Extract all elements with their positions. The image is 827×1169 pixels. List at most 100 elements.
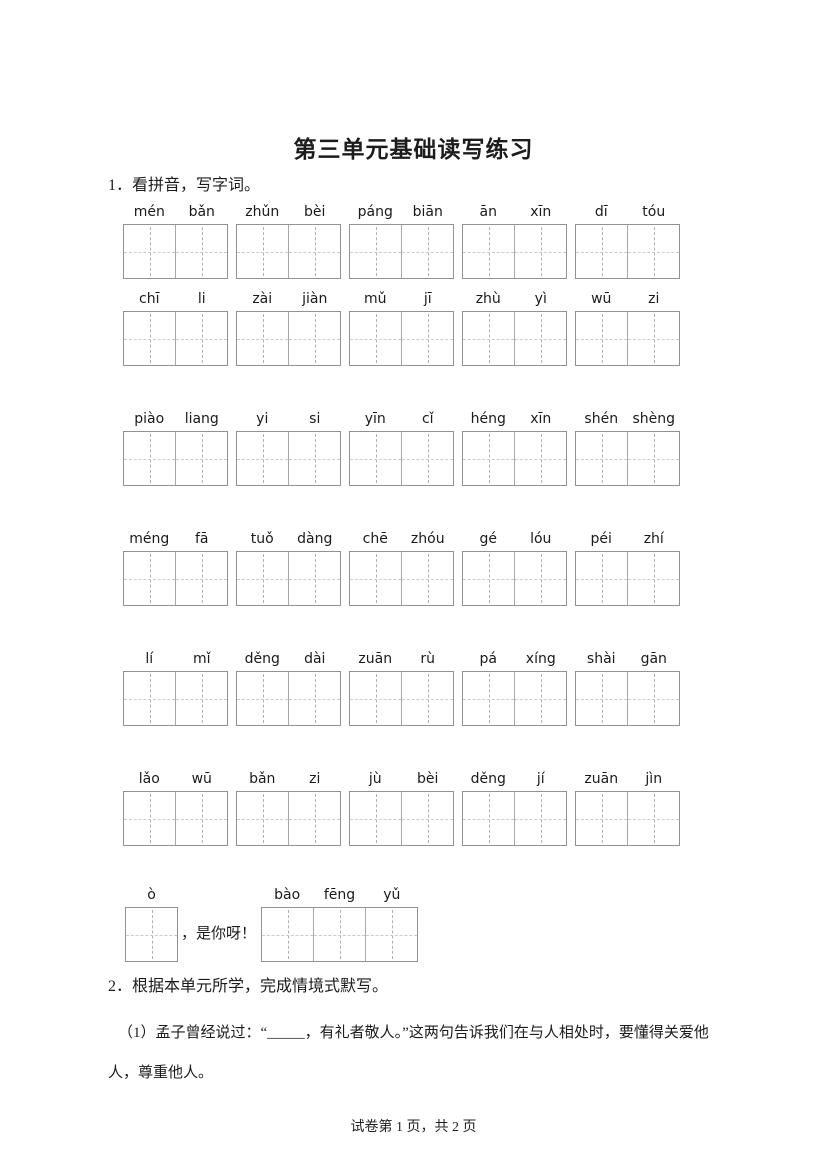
character-cell xyxy=(175,225,227,278)
pinyin-labels: yīn cǐ xyxy=(349,410,454,428)
pinyin-label: shén xyxy=(584,411,619,427)
pinyin-label: jù xyxy=(368,771,382,787)
writing-grid xyxy=(349,791,454,846)
pinyin-label: zhóu xyxy=(410,531,445,547)
pinyin-label: tóu xyxy=(642,204,666,220)
character-cell xyxy=(401,312,453,365)
character-cell xyxy=(175,312,227,365)
pinyin-label: pá xyxy=(479,651,497,667)
character-cell xyxy=(350,672,401,725)
writing-grid xyxy=(236,671,341,726)
pinyin-labels: jù bèi xyxy=(349,770,454,788)
writing-grid xyxy=(462,791,567,846)
writing-grid xyxy=(236,791,341,846)
writing-grid xyxy=(575,311,680,366)
character-cell xyxy=(124,552,175,605)
pinyin-label: zhǔn xyxy=(245,204,280,220)
character-cell xyxy=(288,225,340,278)
character-cell xyxy=(463,672,514,725)
word-group: tuǒ dàng xyxy=(236,530,341,606)
pinyin-labels: pá xíng xyxy=(462,650,567,668)
page-title: 第三单元基础读写练习 xyxy=(293,137,534,162)
pinyin-row: mén bǎn zhǔn bèi páng biān ān xīn dī tóu xyxy=(123,203,680,279)
word-group: zuān rù xyxy=(349,650,454,726)
character-cell xyxy=(576,432,627,485)
character-cell xyxy=(237,552,288,605)
writing-grid xyxy=(349,551,454,606)
pinyin-label: dàng xyxy=(297,531,333,547)
character-cell xyxy=(514,792,566,845)
writing-grid xyxy=(236,311,341,366)
word-group: děng dài xyxy=(236,650,341,726)
character-cell xyxy=(401,552,453,605)
writing-grid xyxy=(349,671,454,726)
character-cell xyxy=(350,225,401,278)
writing-grid xyxy=(123,431,228,486)
pinyin-label: gān xyxy=(640,651,667,667)
writing-grid xyxy=(123,671,228,726)
pinyin-label: chī xyxy=(139,291,160,307)
word-group: zhù yì xyxy=(462,290,567,366)
pinyin-label: ān xyxy=(479,204,497,220)
answer-blank: _____ xyxy=(267,1025,305,1041)
word-group: lí mǐ xyxy=(123,650,228,726)
pinyin-labels: shén shèng xyxy=(575,410,680,428)
character-cell xyxy=(237,792,288,845)
pinyin-label: mǐ xyxy=(192,651,211,667)
pinyin-labels: tuǒ dàng xyxy=(236,530,341,548)
character-cell xyxy=(124,432,175,485)
pinyin-label: tuǒ xyxy=(250,531,274,547)
item-1-prefix: （1）孟子曾经说过：“ xyxy=(118,1025,268,1041)
pinyin-label: shèng xyxy=(632,411,676,427)
character-cell xyxy=(124,792,175,845)
writing-grid xyxy=(125,907,178,962)
pinyin-labels: piào liang xyxy=(123,410,228,428)
word-group: děng jí xyxy=(462,770,567,846)
pinyin-label: yi xyxy=(256,411,269,427)
pinyin-labels: péi zhí xyxy=(575,530,680,548)
character-cell xyxy=(262,908,314,961)
character-cell xyxy=(237,225,288,278)
pinyin-label: lóu xyxy=(530,531,552,547)
pinyin-label: wū xyxy=(591,291,612,307)
word-group: wū zi xyxy=(575,290,680,366)
pinyin-label: liang xyxy=(184,411,219,427)
character-cell xyxy=(401,432,453,485)
character-cell xyxy=(124,672,175,725)
pinyin-labels: shài gān xyxy=(575,650,680,668)
writing-grid xyxy=(236,224,341,279)
pinyin-row: chī li zài jiàn mǔ jī zhù yì wū zi xyxy=(123,290,680,366)
writing-grid xyxy=(349,431,454,486)
word-group: mǔ jī xyxy=(349,290,454,366)
pinyin-label: chē xyxy=(362,531,388,547)
writing-grid xyxy=(575,431,680,486)
character-cell xyxy=(237,312,288,365)
pinyin-label: xīn xyxy=(530,411,552,427)
pinyin-label: xíng xyxy=(525,651,556,667)
pinyin-row: méng fā tuǒ dàng chē zhóu gé lóu péi zhí xyxy=(123,530,680,606)
final-grid-row: ò ，是你呀！ bào fēng yǔ xyxy=(125,886,419,962)
character-cell xyxy=(463,552,514,605)
pinyin-label: zi xyxy=(648,291,660,307)
writing-grid xyxy=(575,671,680,726)
word-group: dī tóu xyxy=(575,203,680,279)
pinyin-label: dī xyxy=(594,204,608,220)
pinyin-label: bèi xyxy=(304,204,326,220)
writing-grid xyxy=(123,224,228,279)
pinyin-labels: lí mǐ xyxy=(123,650,228,668)
pinyin-label: gé xyxy=(479,531,498,547)
pinyin-label: lí xyxy=(145,651,154,667)
character-cell xyxy=(627,432,679,485)
character-cell xyxy=(514,312,566,365)
pinyin-row: lí mǐ děng dài zuān rù pá xíng shài gān xyxy=(123,650,680,726)
character-cell xyxy=(401,792,453,845)
character-cell xyxy=(401,225,453,278)
pinyin-label: jiàn xyxy=(302,291,328,307)
character-cell xyxy=(514,432,566,485)
pinyin-label: zhí xyxy=(643,531,664,547)
item-1-suffix: ，有礼者敬人。”这两句告诉我们在与人相处时，要懂得关爱他人，尊重他人。 xyxy=(108,1025,709,1081)
character-cell xyxy=(288,312,340,365)
writing-grid xyxy=(261,907,419,962)
pinyin-label: ò xyxy=(147,887,156,903)
character-cell xyxy=(514,672,566,725)
